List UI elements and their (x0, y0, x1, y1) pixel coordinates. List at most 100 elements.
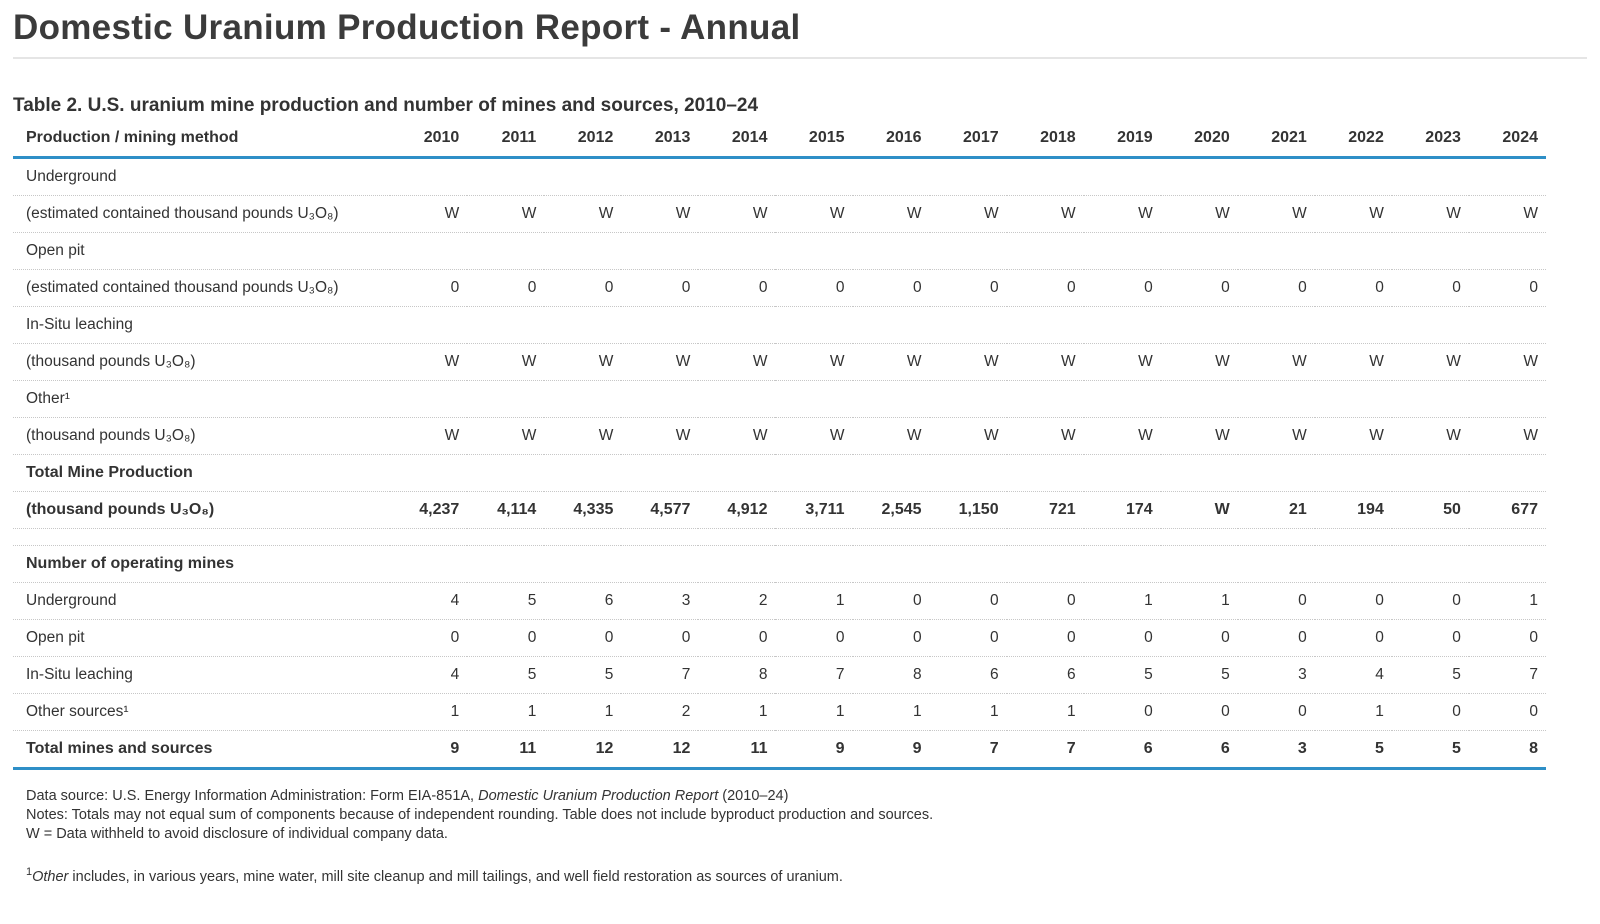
cell-value (1315, 529, 1392, 546)
cell-value: 1 (527, 703, 537, 720)
cell-value: 9 (450, 740, 460, 757)
cell-value: 1 (450, 703, 460, 720)
table-row: Other¹ (13, 380, 1546, 418)
cell-value: 1 (1067, 703, 1076, 720)
cell-value (930, 158, 1007, 196)
cell-value (1084, 233, 1161, 270)
cell-value (390, 529, 467, 546)
row-label: Other¹ (26, 390, 70, 407)
notes-line: Notes: Totals may not equal sum of compo… (26, 806, 934, 823)
cell-value: 4,237 (419, 501, 460, 518)
cell-value: W (1138, 427, 1153, 444)
cell-value: W (521, 205, 537, 222)
cell-value (544, 381, 621, 418)
row-label: Open pit (26, 629, 85, 646)
cell-value: 5 (1221, 666, 1230, 683)
spacer-row (13, 528, 1546, 546)
cell-value: 3 (681, 592, 691, 609)
cell-value: W (1292, 205, 1307, 222)
table-body: Underground (estimated contained thousand… (13, 158, 1546, 769)
cell-value: W (675, 353, 691, 370)
cell-value: 1 (1144, 592, 1153, 609)
cell-value: 721 (1048, 501, 1076, 518)
cell-value (390, 546, 467, 583)
cell-value: W (1215, 353, 1230, 370)
cell-value (1238, 546, 1315, 583)
cell-value: 0 (1452, 703, 1461, 720)
cell-value (544, 546, 621, 583)
cell-value: 11 (750, 740, 768, 757)
row-label: Total Mine Production (26, 464, 193, 481)
cell-value (775, 381, 852, 418)
cell-value (544, 233, 621, 270)
cell-value: 0 (1529, 629, 1538, 646)
cell-value (930, 455, 1007, 492)
cell-value (467, 455, 544, 492)
row-label: Total mines and sources (26, 740, 213, 757)
cell-value: W (1446, 427, 1461, 444)
cell-value (698, 546, 775, 583)
row-label: (thousand pounds U₃O₈) (26, 501, 215, 518)
cell-value (1161, 529, 1238, 546)
cell-value: W (1138, 353, 1153, 370)
cell-value: 0 (1221, 629, 1230, 646)
cell-value (621, 381, 698, 418)
cell-value: 0 (1529, 703, 1538, 720)
cell-value: 0 (1529, 279, 1538, 296)
cell-value (1007, 529, 1084, 546)
header-year: 2015 (775, 125, 853, 159)
cell-value: 1 (1529, 592, 1538, 609)
cell-value: 0 (989, 592, 999, 609)
cell-value (1238, 529, 1315, 546)
cell-value: 2,545 (881, 501, 922, 518)
cell-value: 9 (835, 740, 845, 757)
header-year: 2023 (1391, 125, 1469, 159)
cell-value: 3 (1297, 740, 1307, 757)
cell-value (1007, 546, 1084, 583)
table-row: Total Mine Production (13, 454, 1546, 492)
cell-value: W (444, 353, 460, 370)
cell-value: 0 (1144, 279, 1153, 296)
cell-value: W (1138, 205, 1153, 222)
cell-value: W (1523, 427, 1538, 444)
cell-value (1161, 233, 1238, 270)
title-divider (13, 57, 1587, 59)
cell-value: 0 (1452, 279, 1461, 296)
table-row: (estimated contained thousand pounds U₃O… (13, 195, 1546, 233)
cell-value (1469, 158, 1546, 196)
cell-value: 0 (758, 629, 768, 646)
row-label: In-Situ leaching (26, 666, 133, 683)
cell-value (621, 158, 698, 196)
cell-value: W (983, 427, 999, 444)
cell-value (1392, 233, 1469, 270)
cell-value: 12 (672, 740, 691, 757)
cell-value: 4 (450, 666, 460, 683)
cell-value: 1,150 (958, 501, 999, 518)
cell-value (853, 233, 930, 270)
cell-value (1084, 455, 1161, 492)
cell-value (930, 381, 1007, 418)
cell-value: 1 (912, 703, 922, 720)
cell-value: W (1369, 205, 1384, 222)
cell-value (1084, 381, 1161, 418)
cell-value (1161, 158, 1238, 196)
header-year: 2017 (929, 125, 1007, 159)
header-row: Production / mining method 2010 2011 2012 2… (13, 125, 1546, 159)
cell-value: 11 (519, 740, 537, 757)
cell-value (698, 307, 775, 344)
cell-value: 0 (450, 629, 460, 646)
cell-value (1161, 546, 1238, 583)
cell-value: W (598, 205, 614, 222)
cell-value: 1 (835, 592, 845, 609)
cell-value (467, 233, 544, 270)
cell-value: W (521, 353, 537, 370)
row-label: (estimated contained thousand pounds U₃O… (26, 279, 339, 296)
cell-value: 4,335 (573, 501, 614, 518)
header-year: 2021 (1237, 125, 1315, 159)
cell-value (621, 529, 698, 546)
cell-value: 0 (1298, 703, 1307, 720)
cell-value: 0 (1375, 279, 1384, 296)
cell-value (467, 307, 544, 344)
cell-value (621, 307, 698, 344)
cell-value: 0 (835, 279, 845, 296)
